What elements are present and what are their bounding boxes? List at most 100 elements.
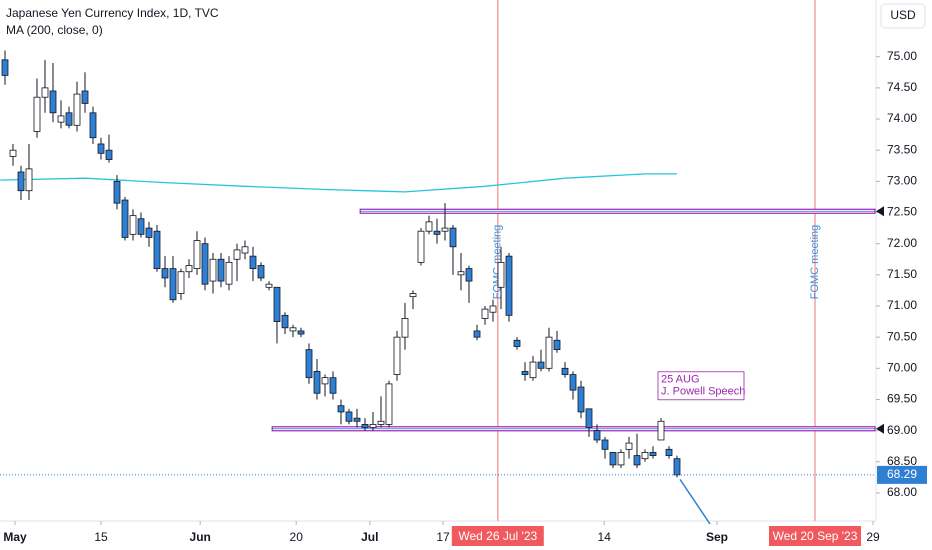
candle-body	[57, 115, 65, 123]
candle-body	[505, 255, 513, 316]
candle-body	[169, 268, 177, 301]
candle-body	[377, 420, 385, 425]
candle-body	[41, 87, 49, 98]
price-axis-bg	[876, 0, 932, 550]
candle-body	[641, 452, 649, 460]
candle-body	[225, 261, 233, 285]
candle-body	[177, 271, 185, 294]
candle-body	[297, 330, 305, 335]
candle-body	[345, 411, 353, 422]
y-tick-label: 74.00	[887, 111, 917, 125]
price-marker	[876, 423, 884, 434]
candle-body	[137, 218, 145, 235]
candle-body	[401, 318, 409, 338]
currency-label[interactable]: USD	[890, 8, 916, 22]
x-tick-label: Jun	[190, 530, 211, 544]
candle-body	[9, 149, 17, 157]
candle-body	[393, 336, 401, 375]
candle-body	[585, 408, 593, 428]
candle-body	[337, 405, 345, 413]
candle-body	[649, 452, 657, 456]
candle-body	[625, 442, 633, 450]
y-tick-label: 70.00	[887, 360, 917, 374]
last-price-bg	[877, 465, 927, 484]
y-tick-label: 69.50	[887, 392, 917, 406]
candle-body	[353, 417, 361, 422]
y-tick-label: 71.00	[887, 298, 917, 312]
candle-body	[465, 268, 473, 282]
candle-body	[313, 371, 321, 394]
candle-body	[433, 230, 441, 235]
last-price-label: 68.29	[887, 467, 917, 481]
candle-body	[369, 424, 377, 428]
candle-body	[441, 227, 449, 232]
candle-body	[385, 383, 393, 425]
chart-title: Japanese Yen Currency Index, 1D, TVC	[6, 6, 219, 20]
y-tick-label: 71.50	[887, 267, 917, 281]
candle-body	[657, 420, 665, 441]
y-tick-label: 73.50	[887, 142, 917, 156]
candle-body	[457, 271, 465, 276]
candle-body	[593, 430, 601, 441]
y-tick-label: 72.00	[887, 236, 917, 250]
candle-body	[529, 361, 537, 379]
candle-body	[81, 90, 89, 104]
candle-body	[673, 458, 681, 476]
event-date: Wed 26 Jul '23	[458, 529, 537, 543]
x-tick-label: Jul	[361, 530, 378, 544]
candle-body	[521, 371, 529, 375]
candle-body	[481, 308, 489, 319]
candle-body	[217, 258, 225, 282]
x-tick-label: 29	[866, 530, 880, 544]
y-tick-label: 68.50	[887, 454, 917, 468]
candle-body	[489, 305, 497, 313]
candle-body	[633, 455, 641, 466]
candle-body	[97, 143, 105, 154]
ma-line	[0, 173, 677, 193]
event-label: FOMC meeting	[809, 225, 821, 300]
candle-body	[73, 93, 81, 126]
candle-body	[265, 283, 273, 288]
candle-body	[289, 327, 297, 332]
y-tick-label: 69.00	[887, 423, 917, 437]
candle-body	[145, 227, 153, 238]
candle-body	[193, 240, 201, 270]
candle-body	[113, 180, 121, 204]
annotation-text: 25 AUG	[661, 374, 700, 386]
candle-body	[89, 112, 97, 139]
currency-button[interactable]	[880, 3, 926, 29]
candle-body	[121, 199, 129, 238]
x-tick-label: 15	[94, 530, 108, 544]
candle-body	[65, 112, 73, 126]
candle-body	[329, 377, 337, 394]
y-tick-label: 75.00	[887, 49, 917, 63]
candle-body	[601, 439, 609, 450]
y-tick-label: 73.00	[887, 174, 917, 188]
candle-body	[609, 452, 617, 466]
candle-body	[577, 386, 585, 413]
candle-body	[321, 377, 329, 385]
candle-body	[201, 243, 209, 285]
y-tick-label: 68.00	[887, 485, 917, 499]
candle-body	[273, 286, 281, 322]
candle-body	[185, 265, 193, 273]
x-tick-label: May	[3, 530, 27, 544]
candle-body	[105, 149, 113, 160]
candle-body	[617, 452, 625, 466]
candle-body	[233, 249, 241, 260]
candle-body	[513, 339, 521, 347]
y-tick-label: 70.50	[887, 329, 917, 343]
candle-body	[281, 314, 289, 329]
candle-body	[33, 96, 41, 132]
candle-body	[161, 268, 169, 279]
candle-body	[305, 349, 313, 379]
annotation-text: J. Powell Speech	[661, 386, 745, 398]
x-tick-label: 20	[290, 530, 304, 544]
event-date-bg	[451, 526, 544, 546]
candle-body	[561, 367, 569, 375]
candle-body	[665, 448, 673, 456]
annotation-box	[657, 371, 745, 401]
y-tick-label: 72.50	[887, 205, 917, 219]
y-tick-label: 74.50	[887, 80, 917, 94]
